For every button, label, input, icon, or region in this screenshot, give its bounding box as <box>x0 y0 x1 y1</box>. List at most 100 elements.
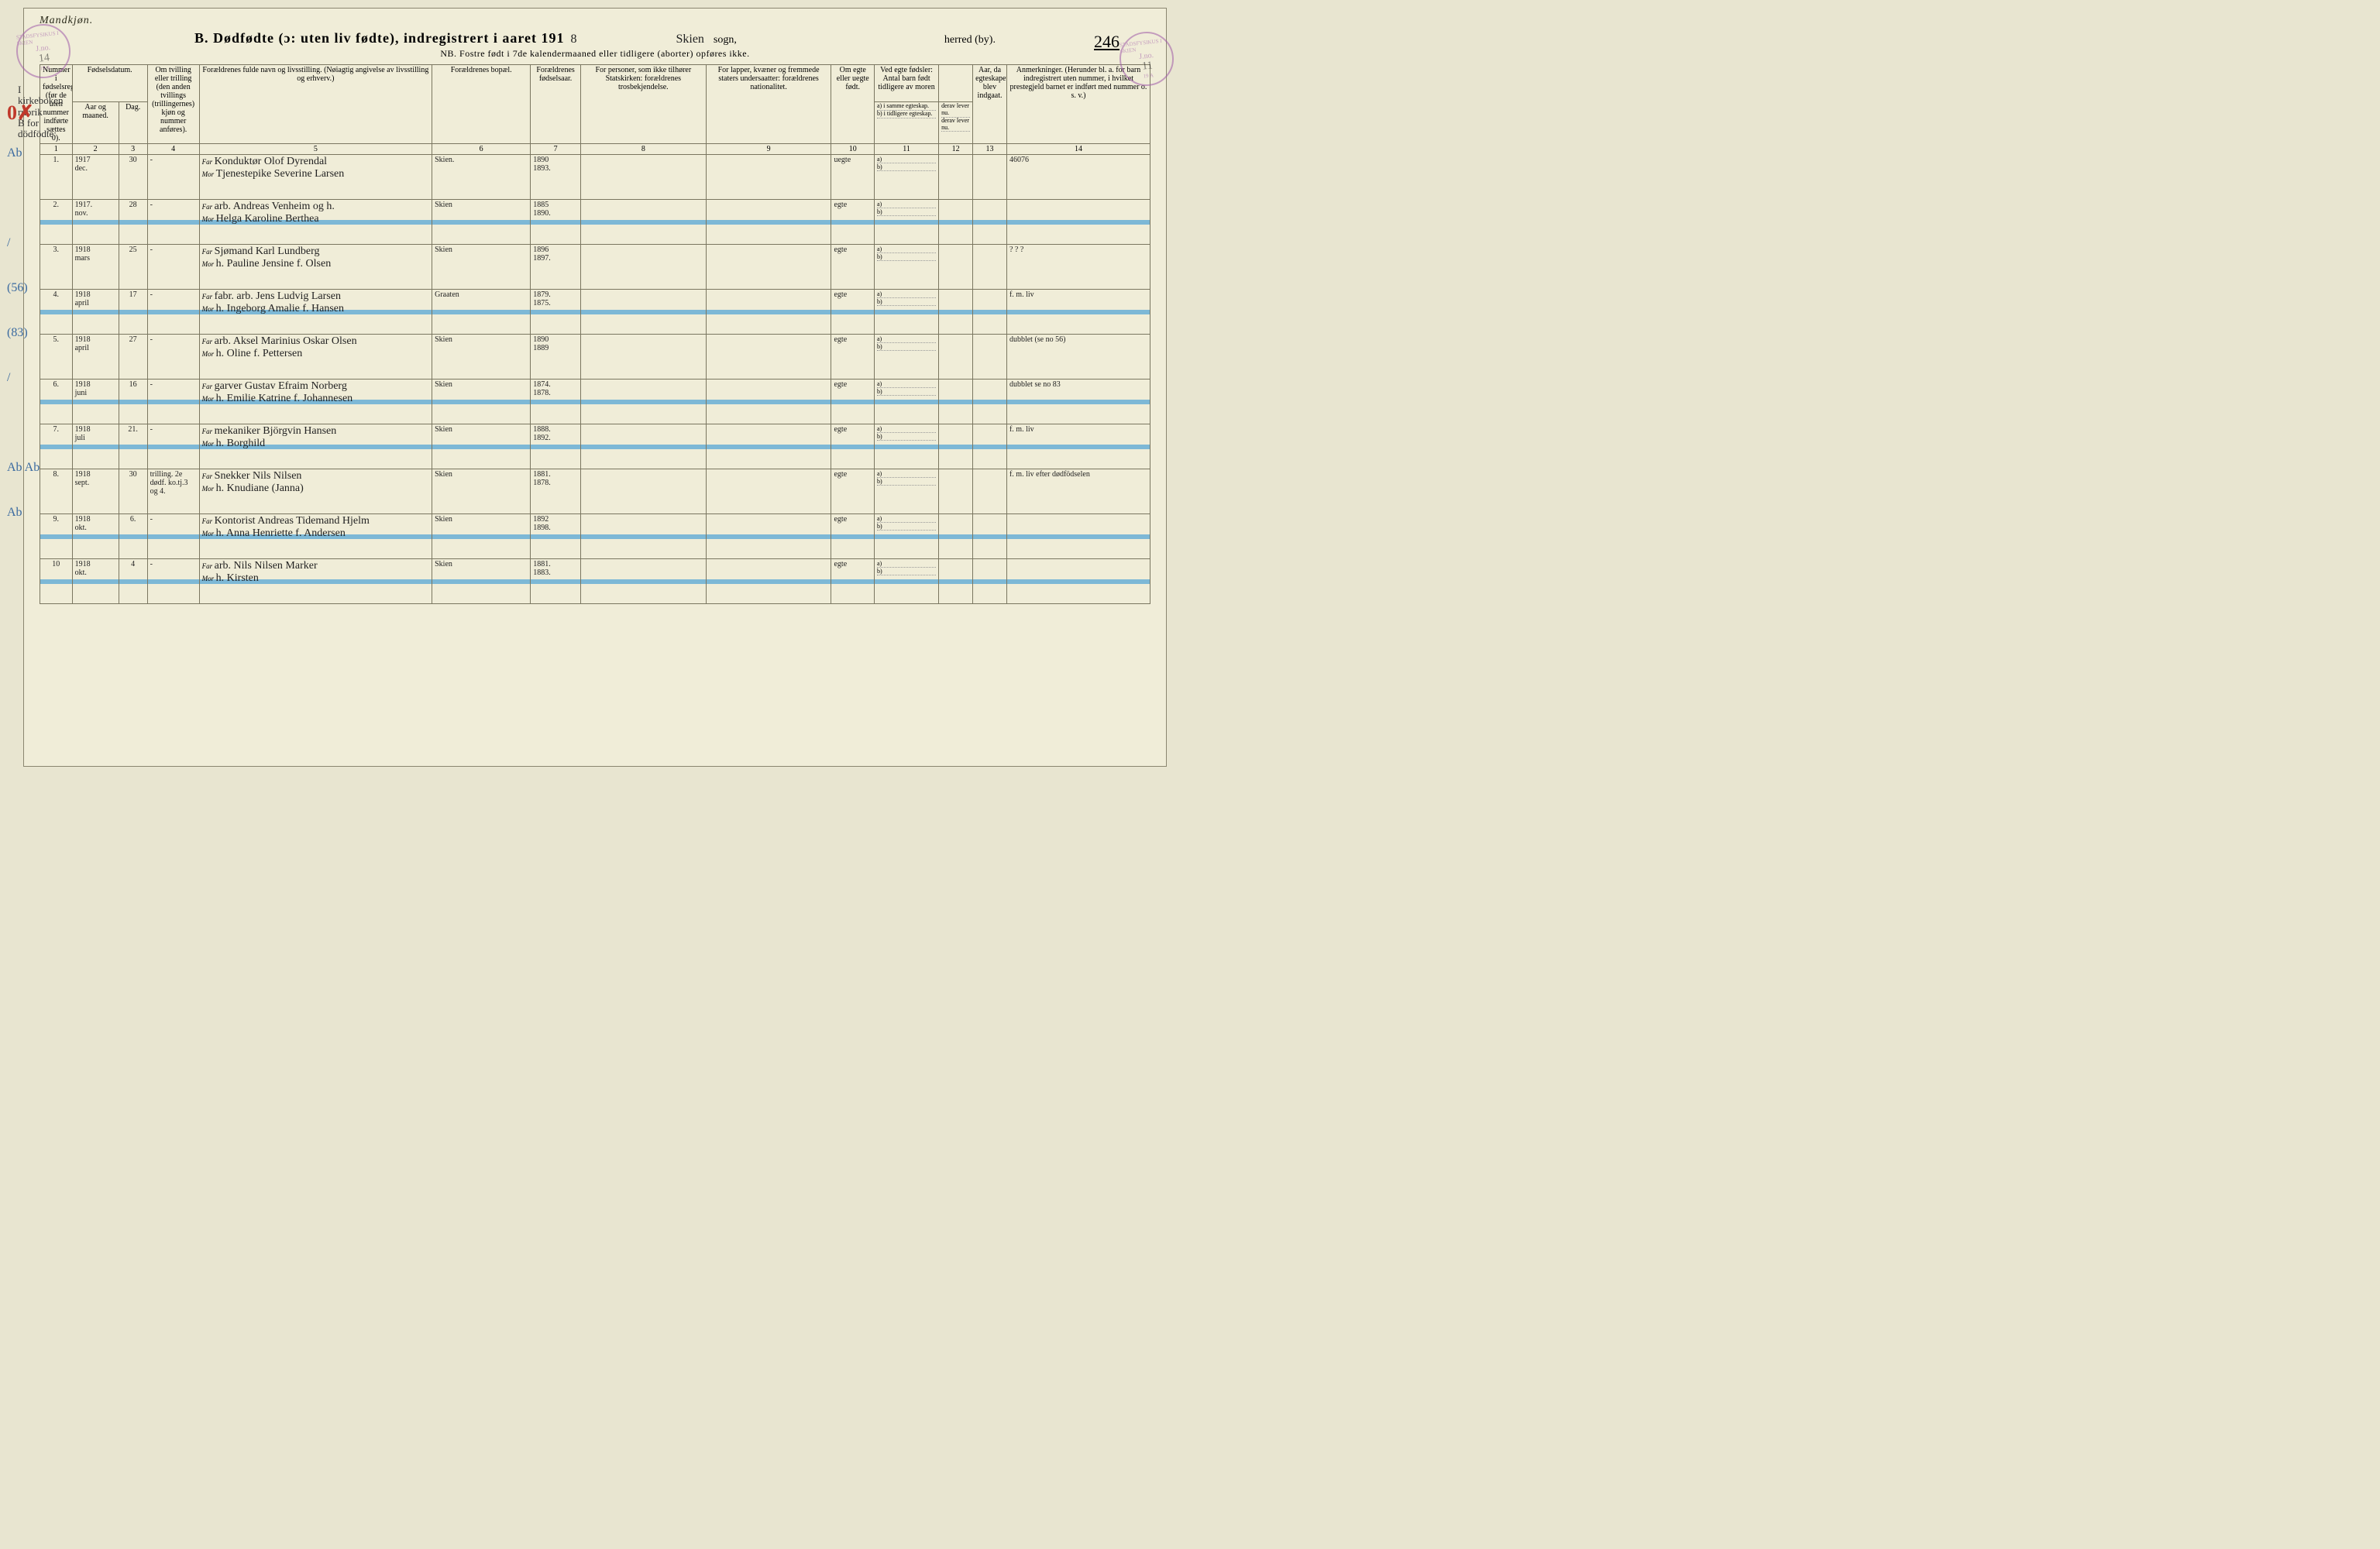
birth-day: 25 <box>119 245 147 290</box>
prior-living <box>939 155 973 200</box>
nationality <box>706 200 831 245</box>
twin-info: - <box>147 200 199 245</box>
twin-info: - <box>147 559 199 604</box>
religion <box>580 559 706 604</box>
birth-year-month: 1918okt. <box>72 514 119 559</box>
prior-children: a)b) <box>874 155 938 200</box>
religion <box>580 424 706 469</box>
twin-info: - <box>147 424 199 469</box>
remarks <box>1006 514 1150 559</box>
birth-day: 27 <box>119 335 147 380</box>
register-page: STADSFYSIKUS I SKIEN J.no. 14 19 A STADS… <box>23 8 1167 767</box>
residence: Skien <box>432 200 531 245</box>
parents-names: Far arb. Aksel Marinius Oskar OlsenMor h… <box>199 335 432 380</box>
row-number: 1. <box>40 155 73 200</box>
nationality <box>706 155 831 200</box>
parents-birth-years: 1881.1878. <box>531 469 581 514</box>
religion <box>580 380 706 424</box>
col-header-2b-year: Aar og maaned. <box>72 102 119 144</box>
birth-day: 30 <box>119 469 147 514</box>
prior-children: a)b) <box>874 200 938 245</box>
birth-day: 21. <box>119 424 147 469</box>
prior-living <box>939 245 973 290</box>
prior-children: a)b) <box>874 424 938 469</box>
birth-day: 30 <box>119 155 147 200</box>
col-header-7: Forældrenes fødselsaar. <box>531 65 581 144</box>
col-header-9: For lapper, kvæner og fremmede staters u… <box>706 65 831 144</box>
parents-birth-years: 18961897. <box>531 245 581 290</box>
margin-annotation: Ab <box>7 146 22 160</box>
legitimacy: egte <box>831 559 874 604</box>
birth-year-month: 1918april <box>72 335 119 380</box>
margin-annotation: (83) <box>7 326 28 340</box>
marriage-year <box>973 424 1007 469</box>
religion <box>580 245 706 290</box>
col-number: 11 <box>874 144 938 155</box>
col-number: 5 <box>199 144 432 155</box>
legitimacy: egte <box>831 380 874 424</box>
parents-names: Far arb. Andreas Venheim og h.Mor Helga … <box>199 200 432 245</box>
residence: Graaten <box>432 290 531 335</box>
prior-living <box>939 469 973 514</box>
birth-day: 16 <box>119 380 147 424</box>
parents-names: Far arb. Nils Nilsen MarkerMor h. Kirste… <box>199 559 432 604</box>
parents-names: Far Sjømand Karl LundbergMor h. Pauline … <box>199 245 432 290</box>
remarks: dubblet se no 83 <box>1006 380 1150 424</box>
birth-year-month: 1917dec. <box>72 155 119 200</box>
residence: Skien <box>432 245 531 290</box>
parents-birth-years: 18901893. <box>531 155 581 200</box>
parents-names: Far garver Gustav Efraim NorbergMor h. E… <box>199 380 432 424</box>
parents-birth-years: 18921898. <box>531 514 581 559</box>
prior-children: a)b) <box>874 514 938 559</box>
prior-children: a)b) <box>874 335 938 380</box>
residence: Skien <box>432 424 531 469</box>
residence: Skien <box>432 514 531 559</box>
legitimacy: egte <box>831 290 874 335</box>
col-header-6: Forældrenes bopæl. <box>432 65 531 144</box>
birth-day: 28 <box>119 200 147 245</box>
parents-names: Far mekaniker Björgvin HansenMor h. Borg… <box>199 424 432 469</box>
col-header-12 <box>939 65 973 102</box>
table-row: 2.1917.nov.28-Far arb. Andreas Venheim o… <box>40 200 1150 245</box>
table-row: 4.1918april17-Far fabr. arb. Jens Ludvig… <box>40 290 1150 335</box>
marriage-year <box>973 200 1007 245</box>
row-number: 6. <box>40 380 73 424</box>
birth-year-month: 1918juni <box>72 380 119 424</box>
row-number: 7. <box>40 424 73 469</box>
prior-living <box>939 380 973 424</box>
remarks <box>1006 200 1150 245</box>
row-number: 8. <box>40 469 73 514</box>
table-row: 1.1917dec.30-Far Konduktør Olof Dyrendal… <box>40 155 1150 200</box>
prior-living <box>939 200 973 245</box>
legitimacy: egte <box>831 335 874 380</box>
table-row: 7.1918juli21.-Far mekaniker Björgvin Han… <box>40 424 1150 469</box>
legitimacy: egte <box>831 424 874 469</box>
parents-names: Far Konduktør Olof DyrendalMor Tjenestep… <box>199 155 432 200</box>
prior-living <box>939 335 973 380</box>
stamp-right-jno: 11 <box>1141 60 1153 73</box>
remarks: ? ? ? <box>1006 245 1150 290</box>
religion <box>580 200 706 245</box>
title-main: B. Dødfødte (ɔ: uten liv fødte), indregi… <box>194 30 564 46</box>
birth-day: 6. <box>119 514 147 559</box>
nationality <box>706 559 831 604</box>
col-number: 14 <box>1006 144 1150 155</box>
col-header-2: Fødselsdatum. <box>72 65 147 102</box>
col-header-2b-day: Dag. <box>119 102 147 144</box>
col-header-5: Forældrenes fulde navn og livsstilling. … <box>199 65 432 144</box>
residence: Skien <box>432 559 531 604</box>
table-row: 9.1918okt.6.-Far Kontorist Andreas Tidem… <box>40 514 1150 559</box>
col-number: 8 <box>580 144 706 155</box>
birth-year-month: 1918sept. <box>72 469 119 514</box>
table-row: 8.1918sept.30trilling. 2e dødf. ko.tj.3 … <box>40 469 1150 514</box>
row-number: 4. <box>40 290 73 335</box>
birth-year-month: 1917.nov. <box>72 200 119 245</box>
birth-year-month: 1918april <box>72 290 119 335</box>
twin-info: trilling. 2e dødf. ko.tj.3 og 4. <box>147 469 199 514</box>
religion <box>580 514 706 559</box>
stamp-left-jno: 14 <box>38 52 50 65</box>
prior-children: a)b) <box>874 559 938 604</box>
parents-birth-years: 18851890. <box>531 200 581 245</box>
marriage-year <box>973 469 1007 514</box>
prior-living <box>939 514 973 559</box>
